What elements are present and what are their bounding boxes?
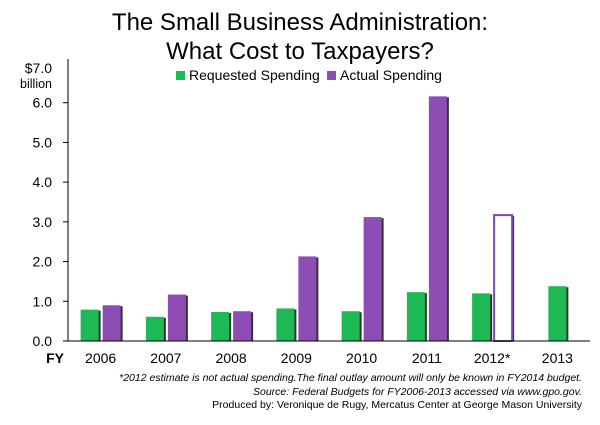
x-axis-prefix: FY bbox=[46, 350, 65, 366]
y-axis-ticks: 0.0 1.0 2.0 3.0 4.0 5.0 6.0 bbox=[33, 95, 68, 349]
bar-requested-spending bbox=[548, 286, 567, 341]
source-footnote: Source: Federal Budgets for FY2006-2013 … bbox=[253, 385, 582, 398]
x-tick-label: 2012* bbox=[474, 350, 511, 366]
title-line-1: The Small Business Administration: bbox=[111, 9, 489, 36]
legend-swatch-requested bbox=[176, 71, 185, 80]
y-tick-label: 6.0 bbox=[33, 95, 53, 111]
x-tick-label: 2006 bbox=[85, 350, 116, 366]
y-tick-label: 3.0 bbox=[33, 214, 53, 230]
legend-swatch-actual bbox=[327, 71, 336, 80]
bar-actual-spending-estimate bbox=[493, 214, 514, 342]
bar-requested-spending bbox=[80, 309, 99, 341]
bar-actual-spending bbox=[298, 256, 317, 341]
y-tick-label: 1.0 bbox=[33, 293, 53, 309]
x-tick-label: 2010 bbox=[346, 350, 377, 366]
bar-requested-spending bbox=[472, 293, 491, 341]
y-tick-label: 2.0 bbox=[33, 254, 53, 270]
bar-actual-spending bbox=[428, 96, 447, 341]
estimate-footnote: *2012 estimate is not actual spending.Th… bbox=[119, 372, 582, 384]
bar-requested-spending bbox=[406, 292, 425, 341]
y-tick-label: 5.0 bbox=[33, 134, 53, 150]
bar-requested-spending bbox=[341, 311, 360, 341]
bar-actual-spending bbox=[233, 311, 252, 341]
bar-requested-spending bbox=[276, 308, 295, 341]
legend: Requested Spending Actual Spending bbox=[176, 67, 442, 83]
bar-actual-spending bbox=[363, 217, 382, 341]
x-tick-label: 2009 bbox=[281, 350, 312, 366]
bar-requested-spending bbox=[145, 316, 164, 341]
x-tick-label: 2013 bbox=[542, 350, 573, 366]
x-tick-label: 2011 bbox=[412, 350, 442, 366]
bar-requested-spending bbox=[211, 312, 230, 341]
y-tick-label: 4.0 bbox=[33, 174, 53, 190]
y-unit-amount: $7.0 bbox=[25, 60, 52, 76]
bar-actual-spending bbox=[167, 294, 186, 341]
x-tick-label: 2007 bbox=[150, 350, 181, 366]
x-tick-label: 2008 bbox=[216, 350, 247, 366]
footnotes: *2012 estimate is not actual spending.Th… bbox=[119, 372, 582, 413]
chart-title: The Small Business Administration: What … bbox=[0, 8, 600, 66]
y-unit-label: billion bbox=[20, 77, 52, 91]
y-tick-label: 0.0 bbox=[33, 333, 53, 349]
title-line-2: What Cost to Taxpayers? bbox=[166, 38, 434, 65]
bar-actual-spending bbox=[102, 305, 121, 341]
bars bbox=[80, 96, 567, 342]
x-axis-labels: 2006 2007 2008 2009 2010 2011 2012* 2013 bbox=[85, 350, 573, 366]
legend-label-requested: Requested Spending bbox=[189, 67, 320, 83]
legend-label-actual: Actual Spending bbox=[340, 67, 442, 83]
credit-footnote: Produced by: Veronique de Rugy, Mercatus… bbox=[212, 399, 582, 411]
